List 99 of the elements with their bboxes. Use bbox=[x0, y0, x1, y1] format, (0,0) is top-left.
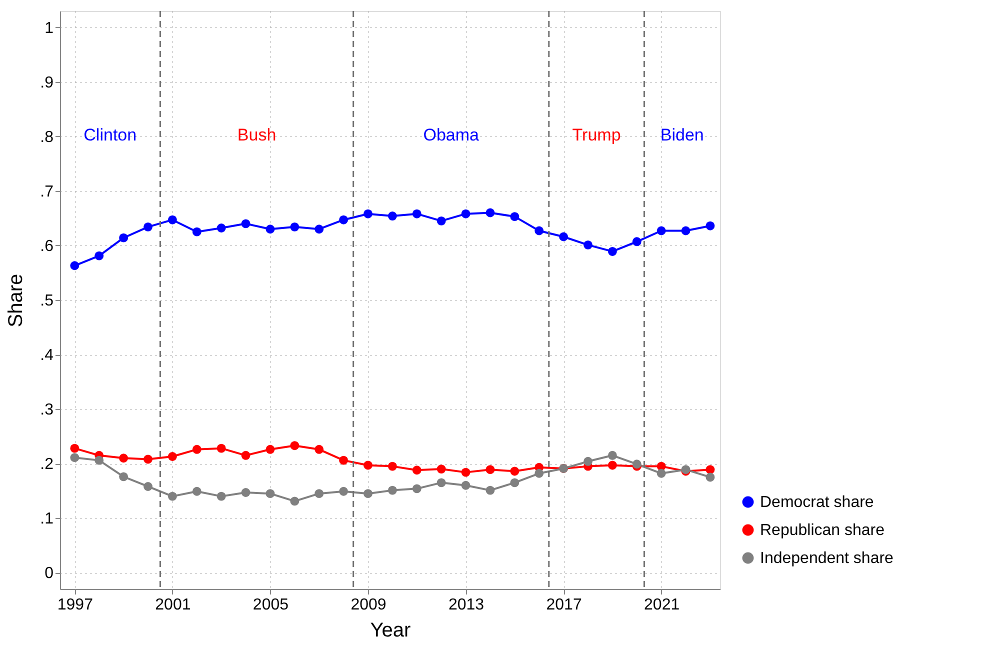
point bbox=[216, 444, 226, 453]
annotation: Biden bbox=[660, 125, 704, 144]
point bbox=[144, 482, 152, 491]
x-tick-label: 2013 bbox=[448, 596, 484, 614]
point bbox=[70, 444, 80, 453]
x-tick-label: 2017 bbox=[546, 596, 582, 614]
y-tick-label: .1 bbox=[40, 510, 54, 528]
x-tick-label: 2021 bbox=[644, 596, 680, 614]
point bbox=[510, 466, 520, 476]
annotation: Bush bbox=[237, 125, 276, 144]
point bbox=[119, 454, 128, 463]
point bbox=[339, 486, 348, 496]
y-tick-label: .6 bbox=[40, 238, 54, 255]
point bbox=[364, 209, 372, 218]
annotation: Clinton bbox=[84, 125, 137, 144]
point bbox=[364, 489, 372, 498]
point bbox=[510, 212, 520, 222]
point bbox=[290, 441, 300, 450]
point bbox=[168, 452, 177, 461]
point bbox=[241, 450, 250, 460]
point bbox=[266, 444, 275, 454]
y-tick-label: .7 bbox=[40, 183, 54, 200]
point bbox=[168, 215, 177, 224]
point bbox=[388, 462, 397, 471]
point bbox=[388, 212, 397, 220]
point bbox=[241, 219, 250, 228]
point bbox=[436, 464, 446, 474]
y-tick-label: .2 bbox=[40, 456, 54, 474]
point bbox=[510, 478, 520, 488]
point bbox=[706, 472, 715, 482]
annotation: Obama bbox=[423, 125, 480, 144]
point bbox=[70, 261, 80, 270]
point bbox=[216, 224, 226, 232]
point bbox=[70, 453, 80, 462]
y-tick-label: .9 bbox=[40, 74, 54, 92]
point bbox=[461, 209, 470, 218]
point bbox=[461, 480, 470, 490]
point bbox=[608, 460, 617, 470]
y-tick-label: 0 bbox=[44, 565, 54, 582]
point bbox=[388, 486, 397, 495]
y-tick-label: 1 bbox=[44, 20, 54, 37]
point bbox=[584, 456, 592, 466]
legend-label: Independent share bbox=[760, 550, 894, 567]
point bbox=[486, 486, 495, 495]
point bbox=[192, 444, 202, 454]
point bbox=[339, 215, 348, 224]
point bbox=[144, 454, 152, 464]
point bbox=[290, 222, 300, 232]
point bbox=[656, 468, 666, 478]
point bbox=[559, 232, 568, 242]
point bbox=[486, 208, 495, 218]
point bbox=[656, 226, 666, 236]
point bbox=[706, 465, 715, 474]
point bbox=[584, 240, 592, 250]
point bbox=[94, 251, 104, 260]
point bbox=[168, 492, 177, 501]
x-tick-label: 2001 bbox=[155, 596, 191, 614]
x-tick-label: 1997 bbox=[57, 596, 94, 614]
y-tick-label: .3 bbox=[40, 402, 54, 419]
point bbox=[314, 489, 324, 498]
point bbox=[192, 486, 202, 496]
y-tick-label: .8 bbox=[40, 128, 54, 146]
point bbox=[681, 226, 690, 236]
point bbox=[266, 489, 275, 498]
point bbox=[266, 224, 275, 234]
point bbox=[534, 468, 544, 478]
point bbox=[241, 488, 250, 497]
point bbox=[119, 472, 128, 482]
point bbox=[314, 224, 324, 234]
point bbox=[412, 466, 422, 475]
point bbox=[192, 227, 202, 236]
y-tick-label: .5 bbox=[40, 292, 54, 310]
legend-label: Republican share bbox=[760, 522, 885, 539]
point bbox=[144, 222, 152, 232]
point bbox=[216, 492, 226, 501]
point bbox=[94, 456, 104, 465]
x-axis-title: Year bbox=[370, 620, 412, 642]
point bbox=[486, 465, 495, 474]
point bbox=[461, 468, 470, 477]
point bbox=[608, 247, 617, 256]
point bbox=[290, 496, 300, 506]
legend-label: Democrat share bbox=[760, 494, 874, 511]
annotation: Trump bbox=[572, 125, 621, 144]
point bbox=[119, 233, 128, 242]
point bbox=[412, 484, 422, 494]
point bbox=[339, 456, 348, 465]
point bbox=[436, 216, 446, 226]
point bbox=[436, 478, 446, 488]
x-tick-label: 2005 bbox=[252, 596, 289, 614]
point bbox=[632, 237, 642, 246]
point bbox=[314, 444, 324, 454]
point bbox=[608, 450, 617, 460]
point bbox=[412, 209, 422, 218]
point bbox=[534, 226, 544, 236]
point bbox=[364, 460, 372, 470]
x-tick-label: 2009 bbox=[350, 596, 386, 614]
point bbox=[706, 221, 715, 230]
y-axis-title: Share bbox=[5, 274, 28, 328]
y-tick-label: .4 bbox=[40, 347, 54, 364]
